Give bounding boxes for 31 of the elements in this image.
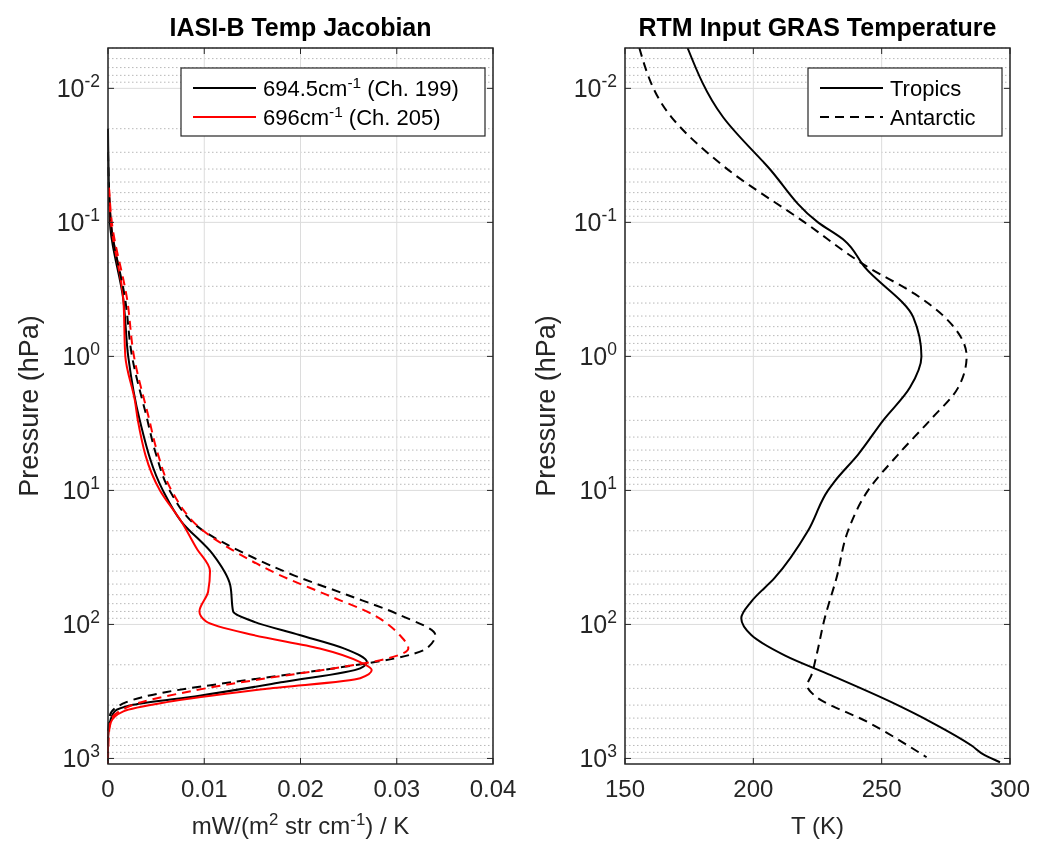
y-tick-label: 10$^{3}$ (579, 741, 617, 773)
legend-label: 694.5cm$^{-1}$ (Ch. 199) (263, 73, 459, 101)
y-tick-label: 10$^{1}$ (62, 473, 100, 505)
y-tick-label: 10$^{-1}$ (56, 205, 100, 237)
y-tick-label: 10$^{-1}$ (573, 205, 617, 237)
legend-label: Antarctic (890, 105, 976, 130)
legend-label: Tropics (890, 76, 962, 101)
x-tick-label: 0 (101, 775, 115, 802)
y-axis-title: Pressure (hPa) (14, 315, 44, 497)
legend-label: 696cm$^{-1}$ (Ch. 205) (263, 102, 441, 130)
y-tick-label: 10$^{1}$ (579, 473, 617, 505)
y-tick-label: 10$^{0}$ (62, 339, 101, 371)
x-tick-label: 250 (861, 775, 902, 802)
y-tick-label: 10$^{3}$ (62, 741, 100, 773)
x-tick-label: 0.04 (469, 775, 517, 802)
y-tick-label: 10$^{-2}$ (573, 71, 617, 103)
x-tick-label: 0.02 (277, 775, 324, 802)
y-tick-label: 10$^{0}$ (579, 339, 618, 371)
x-tick-label: 0.03 (373, 775, 421, 802)
y-tick-label: 10$^{-2}$ (56, 71, 100, 103)
x-tick-label: 0.01 (180, 775, 228, 802)
chart-title: IASI-B Temp Jacobian (169, 13, 432, 41)
x-tick-label: 200 (733, 775, 774, 802)
y-tick-label: 10$^{2}$ (62, 607, 100, 639)
x-axis-title: mW/(m$^{2}$ str cm$^{-1}$) / K (191, 809, 410, 839)
y-axis-title: Pressure (hPa) (531, 315, 561, 497)
x-tick-label: 150 (604, 775, 646, 802)
y-tick-label: 10$^{2}$ (579, 607, 617, 639)
x-axis-title: T (K) (791, 812, 844, 839)
x-tick-label: 300 (989, 775, 1031, 802)
chart-title: RTM Input GRAS Temperature (638, 13, 997, 41)
